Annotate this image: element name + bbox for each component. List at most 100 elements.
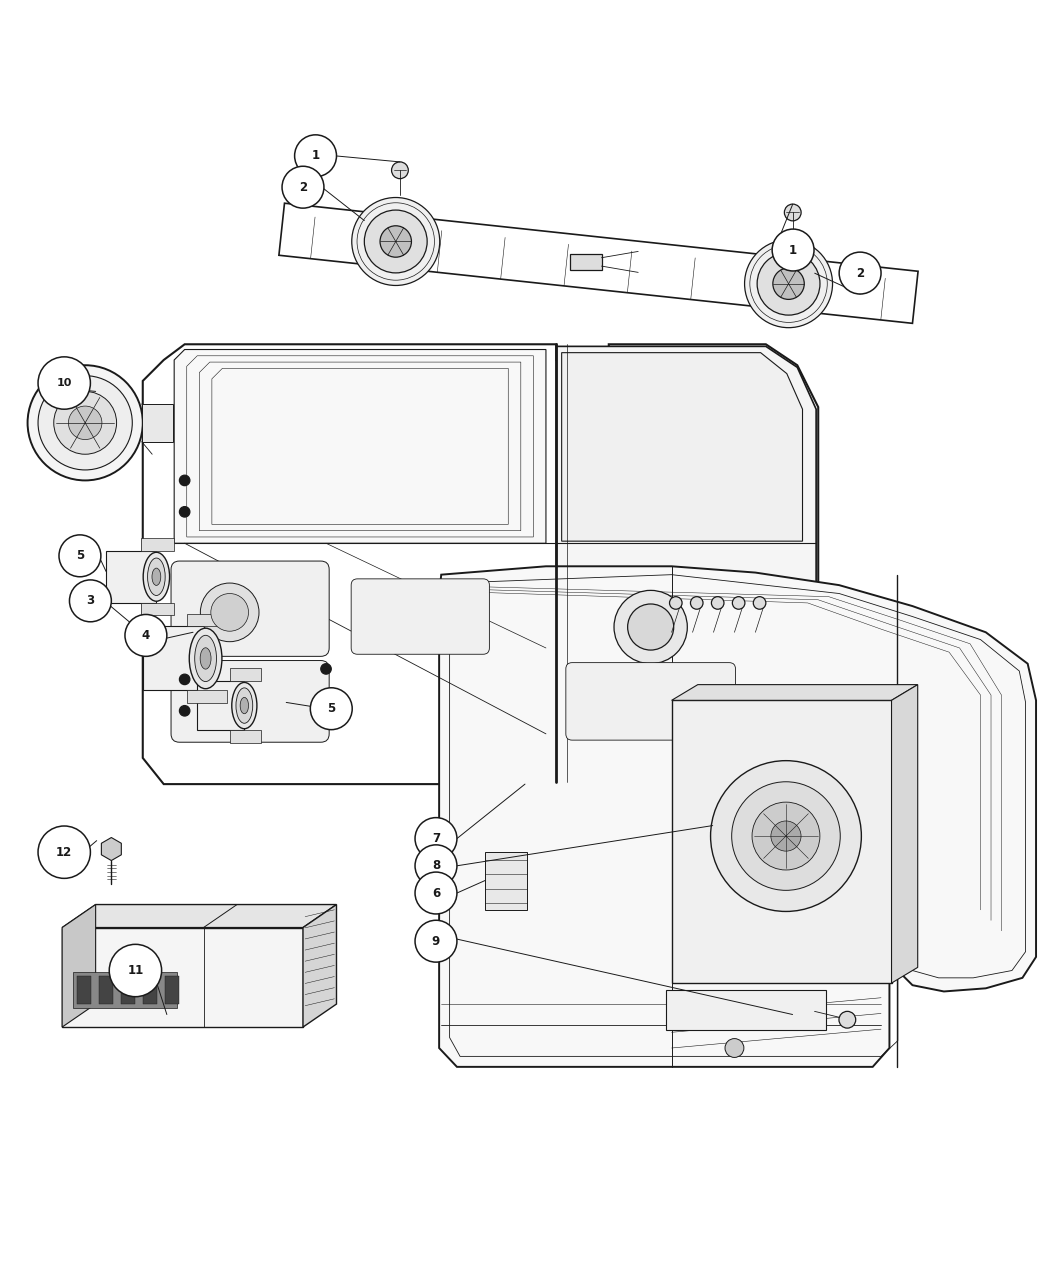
Ellipse shape	[240, 697, 249, 714]
Polygon shape	[102, 838, 122, 861]
Bar	[143, 975, 158, 1003]
Ellipse shape	[152, 569, 161, 585]
Polygon shape	[667, 991, 825, 1030]
Polygon shape	[62, 928, 303, 1028]
Text: 10: 10	[57, 377, 71, 388]
Circle shape	[180, 476, 190, 486]
FancyBboxPatch shape	[351, 579, 489, 654]
Polygon shape	[62, 904, 336, 928]
Polygon shape	[197, 681, 245, 731]
Circle shape	[732, 597, 744, 609]
Circle shape	[415, 872, 457, 914]
Circle shape	[125, 615, 167, 657]
Circle shape	[380, 226, 412, 258]
Ellipse shape	[148, 558, 165, 595]
Circle shape	[109, 945, 162, 997]
Bar	[121, 975, 135, 1003]
Circle shape	[38, 357, 90, 409]
Ellipse shape	[143, 552, 169, 602]
Circle shape	[392, 162, 408, 179]
Bar	[99, 975, 113, 1003]
Circle shape	[784, 204, 801, 221]
Text: 2: 2	[856, 266, 864, 279]
Bar	[570, 254, 602, 270]
Circle shape	[724, 1039, 743, 1057]
Circle shape	[38, 376, 132, 470]
Circle shape	[321, 664, 331, 674]
Circle shape	[415, 845, 457, 886]
Circle shape	[771, 821, 801, 852]
Ellipse shape	[232, 682, 257, 729]
Text: 6: 6	[432, 886, 440, 900]
Circle shape	[201, 583, 259, 641]
Circle shape	[670, 597, 682, 609]
Text: 1: 1	[312, 149, 319, 162]
Circle shape	[282, 166, 324, 208]
Circle shape	[752, 802, 820, 870]
Polygon shape	[106, 551, 156, 603]
Circle shape	[711, 761, 861, 912]
Circle shape	[295, 135, 336, 177]
Circle shape	[614, 590, 688, 664]
Circle shape	[27, 365, 143, 481]
Circle shape	[691, 597, 704, 609]
FancyBboxPatch shape	[171, 660, 329, 742]
Polygon shape	[187, 613, 228, 626]
Ellipse shape	[189, 629, 222, 689]
Circle shape	[364, 210, 427, 273]
Circle shape	[68, 405, 102, 440]
Circle shape	[744, 240, 833, 328]
Circle shape	[628, 604, 674, 650]
Text: 3: 3	[86, 594, 94, 607]
Circle shape	[839, 1011, 856, 1028]
Polygon shape	[230, 731, 261, 742]
Polygon shape	[556, 347, 816, 782]
Bar	[72, 972, 177, 1009]
Circle shape	[180, 705, 190, 717]
Circle shape	[732, 782, 840, 890]
Polygon shape	[562, 353, 802, 541]
Ellipse shape	[236, 688, 253, 723]
Polygon shape	[142, 538, 174, 551]
Circle shape	[757, 252, 820, 315]
Polygon shape	[303, 904, 336, 1028]
Text: 12: 12	[56, 845, 72, 858]
Polygon shape	[891, 685, 918, 983]
Text: 9: 9	[432, 935, 440, 947]
Bar	[142, 404, 173, 441]
Polygon shape	[230, 668, 261, 681]
Polygon shape	[142, 603, 174, 616]
Polygon shape	[187, 691, 228, 703]
Circle shape	[59, 536, 101, 576]
Circle shape	[38, 826, 90, 878]
Polygon shape	[143, 626, 206, 691]
Circle shape	[211, 594, 249, 631]
Circle shape	[180, 506, 190, 518]
Ellipse shape	[194, 635, 216, 682]
FancyBboxPatch shape	[171, 561, 329, 657]
Circle shape	[180, 674, 190, 685]
Text: 5: 5	[76, 550, 84, 562]
Polygon shape	[143, 344, 818, 784]
Polygon shape	[174, 349, 546, 543]
Circle shape	[69, 580, 111, 622]
Text: 7: 7	[432, 833, 440, 845]
Text: 1: 1	[789, 244, 797, 256]
Circle shape	[352, 198, 440, 286]
Polygon shape	[439, 566, 1036, 1067]
Ellipse shape	[201, 648, 211, 669]
Circle shape	[753, 597, 765, 609]
Polygon shape	[672, 685, 918, 700]
Circle shape	[712, 597, 723, 609]
Bar	[77, 975, 91, 1003]
Circle shape	[54, 391, 117, 454]
Text: 8: 8	[432, 859, 440, 872]
Polygon shape	[62, 904, 96, 1028]
Polygon shape	[279, 203, 918, 324]
Bar	[165, 975, 180, 1003]
Circle shape	[772, 230, 814, 272]
Text: 4: 4	[142, 629, 150, 641]
Circle shape	[321, 705, 331, 717]
FancyBboxPatch shape	[566, 663, 735, 739]
Polygon shape	[672, 700, 891, 983]
